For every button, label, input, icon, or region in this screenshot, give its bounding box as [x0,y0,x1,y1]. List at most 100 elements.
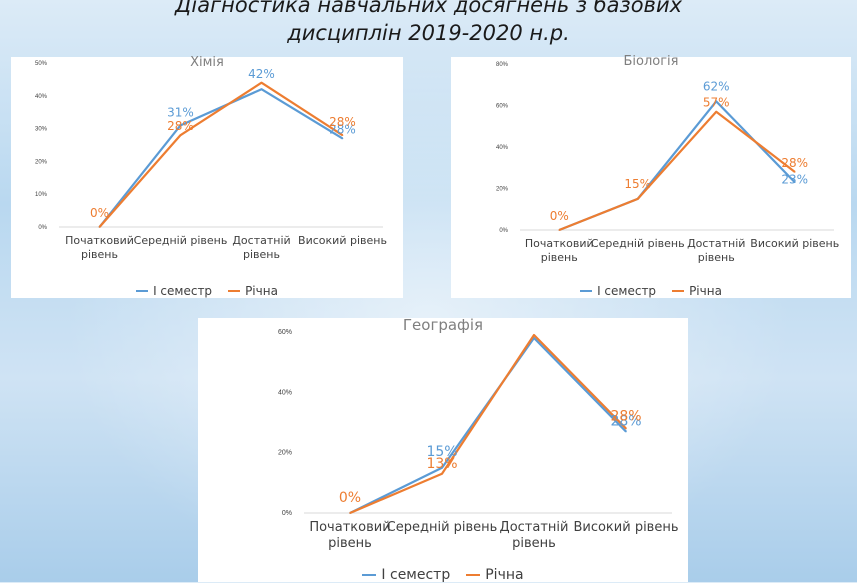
data-label-series-2: 0% [339,490,361,506]
data-label-series-1: 42% [248,67,275,81]
legend-item-series-2: Річна [228,284,278,298]
data-point-series-2 [558,229,561,231]
x-category-label: Достатній рівень [500,520,569,551]
y-tick-label: 0% [38,225,47,231]
x-category-label: Середній рівень [591,237,685,250]
data-label-series-2: 13% [426,456,457,472]
y-tick-label: 80% [496,62,509,68]
chart-title: Біологія [623,54,679,69]
chart-title: Хімія [190,55,224,70]
data-point-series-2 [349,512,351,514]
data-label-series-1: 31% [167,105,194,119]
data-label-series-2: 0% [90,206,109,220]
series-line-1 [349,336,627,514]
x-category-label: Достатній рівень [232,234,290,261]
data-point-series-2 [793,171,796,173]
x-category-label: Початковий рівень [65,234,134,261]
series-line-1 [98,88,344,228]
data-label-series-2: 0% [550,209,569,223]
legend-label-series-1: І семестр [153,284,213,298]
x-category-label: Середній рівень [387,520,498,535]
data-point-series-2 [636,198,639,200]
data-label-series-1: 62% [703,79,730,93]
chart-title: Географія [402,316,484,334]
slide-title-line-1: Діагностика навчальних досягнень з базов… [174,0,683,17]
data-point-series-2 [625,427,627,430]
y-tick-label: 30% [35,127,48,133]
data-point-series-1 [341,137,344,140]
series-line-2 [349,333,627,515]
y-tick-label: 0% [282,510,292,517]
data-point-series-2 [341,134,344,136]
chart-panel-biology: Біологія 0% 20% 40% 60% 80% Початковий рівень С… [451,54,851,298]
y-tick-label: 60% [496,104,509,110]
y-tick-label: 20% [278,450,292,457]
series-line-1 [558,100,796,232]
data-label-series-2: 28% [781,156,808,170]
chart-legend: І семестр Річна [11,284,403,298]
legend-swatch-series-1 [136,290,149,292]
data-point-series-2 [715,110,718,113]
legend-item-series-2: Річна [672,284,722,298]
legend-label-series-2: Річна [689,284,722,298]
data-label-series-1: 28% [329,122,356,136]
data-point-series-1 [179,124,182,127]
data-point-series-2 [441,472,443,475]
legend-item-series-1: І семестр [580,284,656,298]
data-point-series-2 [260,81,263,84]
x-category-label: Високий рівень [298,234,387,247]
y-tick-label: 20% [496,187,509,193]
data-label-series-2: 28% [329,115,356,129]
legend-item-series-1: І семестр [136,284,212,298]
data-label-series-2: 57% [703,96,730,110]
legend-label-series-1: І семестр [597,284,657,298]
chart-legend: І семестр Річна [198,567,688,583]
legend-swatch-series-2 [466,574,481,576]
y-tick-label: 0% [499,228,508,234]
y-tick-label: 50% [35,61,48,67]
chart-panel-geography: Географія 0% 20% 40% 60% Початковий рівень Сер… [198,316,688,583]
data-label-series-1: 28% [610,414,641,430]
x-category-label: Середній рівень [134,234,228,247]
x-category-label: Високий рівень [573,520,678,535]
data-point-series-1 [715,100,718,103]
x-category-label: Початковий рівень [525,237,594,264]
x-category-label: Високий рівень [750,237,839,250]
data-label-series-1: 15% [426,444,457,460]
chart-svg: 0% 10% 20% 30% 40% 50% Початковий рівеньСередні… [35,61,387,261]
legend-item-series-2: Річна [466,567,524,583]
legend-swatch-series-2 [228,290,241,292]
series-line-2 [558,110,796,232]
y-tick-label: 10% [35,192,48,198]
legend-swatch-series-1 [362,574,377,576]
y-tick-label: 40% [35,94,48,100]
slide-title-line-2: дисциплін 2019-2020 н.р. [287,21,570,45]
data-label-series-2: 15% [624,177,651,191]
chart-panel-chemistry: Хімія 0% 10% 20% 30% 40% 50% Початковий рівень С… [11,55,403,298]
data-point-series-1 [260,88,263,91]
data-point-series-1 [793,181,796,184]
chart-legend: І семестр Річна [451,284,851,298]
legend-label-series-1: І семестр [381,567,451,583]
data-point-series-1 [441,466,443,469]
data-point-series-2 [98,226,101,228]
legend-swatch-series-2 [672,290,685,292]
legend-label-series-2: Річна [245,284,278,298]
legend-item-series-1: І семестр [362,567,450,583]
legend-label-series-2: Річна [485,567,524,583]
data-point-series-1 [533,337,535,339]
y-tick-label: 40% [496,145,509,151]
legend-swatch-series-1 [580,290,593,292]
data-point-series-2 [533,334,535,336]
data-label-series-1: 23% [781,172,808,186]
x-category-label: Достатній рівень [687,237,745,264]
x-category-label: Початковий рівень [309,520,390,551]
data-point-series-2 [179,134,182,136]
y-tick-label: 60% [278,329,292,336]
y-tick-label: 20% [35,159,48,165]
data-label-series-2: 28% [167,119,194,133]
y-tick-label: 40% [278,389,292,396]
data-point-series-1 [625,430,627,433]
